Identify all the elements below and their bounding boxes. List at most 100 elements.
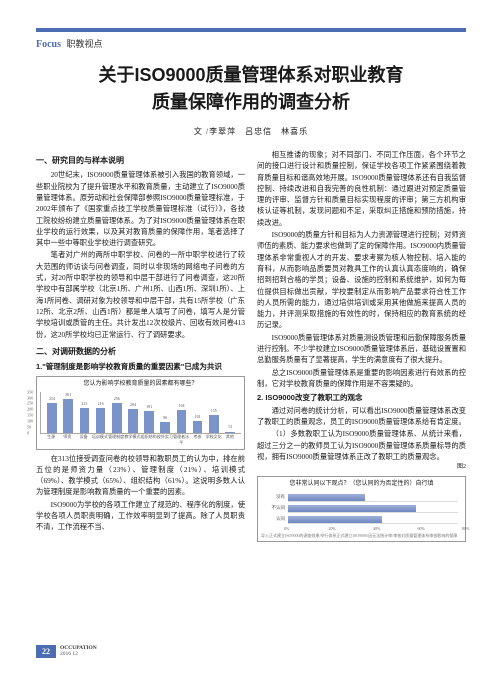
chart-1-bar <box>96 408 106 433</box>
section-1-heading: 一、研究目的与样本说明 <box>36 155 245 167</box>
chart-1-bar-value: 256 <box>114 396 120 402</box>
chart-1-bar-label: 培训模式 <box>92 434 108 446</box>
chart-1-bar-group: 194 <box>173 392 189 433</box>
left-column: 一、研究目的与样本说明 20世纪末，ISO9000质量管理体系被引入我国的教育领… <box>36 149 245 545</box>
chart-1-bar-label: 校外实习 <box>157 434 173 446</box>
chart-2-xtick: 20% <box>329 526 336 532</box>
section-text: 职教视点 <box>67 39 103 49</box>
chart-2-bar-label: 没有 <box>265 494 285 501</box>
chart-2-xtick: 60% <box>418 526 425 532</box>
chart-2-xtick: 40% <box>373 526 380 532</box>
para-r5: 通过对问卷的统计分析，可以看出ISO9000质量管理体系改变了教职工的质量观念，… <box>257 405 466 428</box>
chart-2-row: 没有 <box>265 494 458 502</box>
chart-1-bar <box>160 422 170 433</box>
subsection-2: 2. ISO9000改变了教职工的观念 <box>257 392 466 404</box>
chart-2-xtick: 0% <box>284 526 289 532</box>
chart-1-bar-value: 101 <box>195 414 201 420</box>
para-l3: 在313位接受调查问卷的校领导和教职员工的认为中，排在前五位的是师资力量（23%… <box>36 453 245 498</box>
chart-1-bar-label: 教学模式 <box>124 434 140 446</box>
chart-1-bar-group: 155 <box>206 392 222 433</box>
footer-pub: OCCUPATION 2016 12 <box>60 646 97 657</box>
chart-1-bar-group: 213 <box>76 392 92 433</box>
chart-1-bar-value: 254 <box>49 396 55 402</box>
chart-1: 您认为影响学校教育质量的因素都有哪些？ 05010015020025030035… <box>36 376 245 450</box>
chart-1-bar <box>80 408 90 433</box>
chart-1-bar <box>225 432 235 434</box>
header-bar: Focus 职教视点 <box>36 28 466 52</box>
chart-2-bar <box>288 516 382 523</box>
chart-2-track <box>288 505 458 513</box>
chart-1-ytick: 200 <box>27 406 33 413</box>
chart-1-ytick: 250 <box>27 401 33 408</box>
two-column-body: 一、研究目的与样本说明 20世纪末，ISO9000质量管理体系被引入我国的教育领… <box>36 149 466 545</box>
chart-2-bar-label: 认同 <box>265 516 285 523</box>
chart-2-xtick: 80% <box>462 526 469 532</box>
chart-1-bar <box>144 411 154 433</box>
chart-1-bar-label: 其他 <box>222 434 238 446</box>
pub-date: 2016 12 <box>60 651 78 657</box>
chart-1-ytick: 300 <box>27 395 33 402</box>
subsection-1: 1."管理制度是影响学校教育质量的重要因素"已成为共识 <box>36 361 245 373</box>
chart-1-bar-group: 301 <box>60 392 76 433</box>
chart-1-bar-label: 组织结构 <box>141 434 157 446</box>
right-column: 相互推诿的现象；对不同部门、不同工作压面，各个环节之间的接口进行设计和质量控制，… <box>257 149 466 545</box>
chart-1-area: 0501001502002503003502543012132162562041… <box>40 392 241 434</box>
chart-1-bar-label: 考核 <box>189 434 205 446</box>
chart-1-bar <box>63 399 73 433</box>
chart-1-bar-label: 学校文化 <box>206 434 222 446</box>
chart-1-bar-value: 216 <box>98 401 104 407</box>
brand-text: Focus <box>36 39 61 50</box>
chart-1-ytick: 350 <box>27 389 33 396</box>
chart-2-track <box>288 494 458 502</box>
chart-2-bar-label: 不认同 <box>265 505 285 512</box>
chart-1-bar-value: 301 <box>65 392 71 398</box>
chart-1-bar-label: 管理者水平 <box>173 434 189 446</box>
chart-2-title: 您非常认同以下观点？（您认同的为否定性的）自行填 <box>261 480 462 489</box>
para-l4: ISO9000为学校的各项工作建立了规范的、程序化的制度，使学校各项人员职责明确… <box>36 499 245 533</box>
chart-1-bar-value: 96 <box>163 415 167 421</box>
main-title-2: 质量保障作用的调查分析 <box>36 89 466 116</box>
chart-1-bar <box>209 415 219 433</box>
chart-1-bar-label: 师资 <box>59 434 75 446</box>
para-r2: ISO9000的质量方针和目标为人力资源管理进行控制；对师资师伍的素质、能力要求… <box>257 229 466 331</box>
chart-1-bar <box>112 403 122 433</box>
chart-1-bar-group: 13 <box>222 392 238 433</box>
chart-1-bar-value: 204 <box>130 402 136 408</box>
chart-1-bar-group: 101 <box>190 392 206 433</box>
para-l1: 20世纪末，ISO9000质量管理体系被引入我国的教育领域，一些职业院校为了提升… <box>36 169 245 248</box>
chart-2-area: 没有不认同认同 <box>261 492 462 526</box>
chart-2-bar <box>288 505 416 512</box>
chart-1-bar-value: 194 <box>178 403 184 409</box>
chart-1-bar <box>47 403 57 433</box>
chart-1-xaxis: 生源师资设备培训模式管理制度教学模式组织结构校外实习管理者水平考核学校文化其他 <box>40 434 241 446</box>
chart-1-ytick: 50 <box>27 424 31 431</box>
chart-1-ytick: 0 <box>27 430 29 437</box>
chart-1-bar-group: 254 <box>44 392 60 433</box>
page-footer: 22 OCCUPATION 2016 12 <box>36 645 97 658</box>
chart-1-bar <box>193 421 203 433</box>
chart-1-bar-group: 96 <box>157 392 173 433</box>
chart-1-bar-label: 生源 <box>43 434 59 446</box>
chart-1-bar-value: 155 <box>211 408 217 414</box>
chart-1-bar <box>177 410 187 433</box>
chart-2-bar <box>288 494 365 501</box>
chart-2-track <box>288 516 458 524</box>
chart-2: 您非常认同以下观点？（您认同的为否定性的）自行填 没有不认同认同 0% 20% 40… <box>257 476 466 542</box>
para-r6: （1）多数教职工认为ISO9000质量管理体系、从统计来看，超过三分之一的教师员… <box>257 428 466 462</box>
page-number: 22 <box>36 645 56 658</box>
chart-1-bar-label: 设备 <box>76 434 92 446</box>
chart-1-bar-value: 213 <box>81 401 87 407</box>
chart-1-ytick: 100 <box>27 418 33 425</box>
chart-2-notes: 导入正式建立ISO9000的调查效果/举行体系正式建立ISO9000/因无法统计… <box>261 534 462 539</box>
chart-1-bar <box>128 409 138 433</box>
chart-1-bar-value: 191 <box>146 404 152 410</box>
chart-1-bar-group: 256 <box>109 392 125 433</box>
para-r4: 总之ISO9000质量管理体系是重要的影响因素进行有效系的控制，它对学校教育质量… <box>257 367 466 390</box>
main-title-1: 关于ISO9000质量管理体系对职业教育 <box>36 62 466 89</box>
authors: 文 /李翠萍 吕忠信 林喜乐 <box>36 126 466 137</box>
section-2-heading: 二、对调研数据的分析 <box>36 346 245 358</box>
title-block: 关于ISO9000质量管理体系对职业教育 质量保障作用的调查分析 文 /李翠萍 … <box>36 62 466 137</box>
para-r3: ISO9000质量管理体系对质量测设质管理和后勤保障服务质量进行控制。不少学校建… <box>257 332 466 366</box>
chart-1-bar-value: 13 <box>228 424 232 430</box>
chart-2-xaxis: 0%20%40%60%80% <box>284 526 462 532</box>
